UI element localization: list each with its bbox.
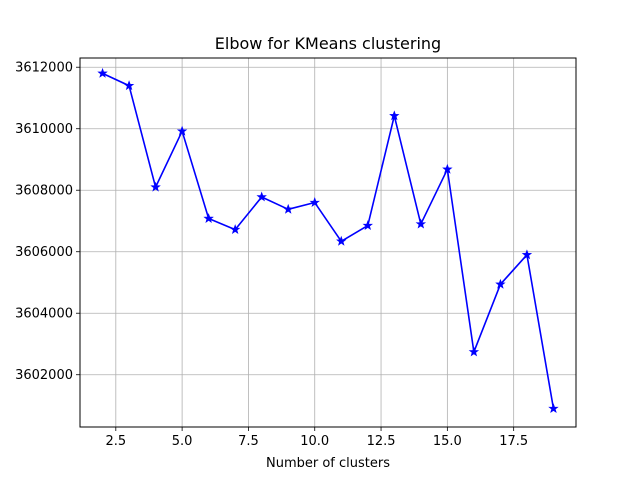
data-point-star	[229, 224, 241, 235]
x-tick-label: 10.0	[300, 434, 329, 449]
data-point-star	[521, 249, 533, 260]
x-tick-label: 15.0	[433, 434, 462, 449]
y-tick-label: 3602000	[15, 368, 73, 383]
y-tick-label: 3610000	[15, 122, 73, 137]
data-point-star	[336, 235, 347, 246]
data-point-star	[123, 80, 135, 91]
data-point-star	[309, 197, 320, 207]
y-tick-label: 3604000	[15, 307, 73, 322]
y-tick-label: 3606000	[15, 245, 73, 260]
data-point-star	[97, 67, 108, 78]
x-tick-label: 2.5	[105, 434, 126, 449]
x-tick-label: 5.0	[172, 434, 193, 449]
plot-frame	[79, 57, 577, 428]
grid	[80, 58, 576, 427]
y-axis-ticks: 3602000 3604000 3606000 3608000 3610000 36120…	[15, 61, 80, 383]
series-layer	[97, 67, 559, 413]
data-point-star	[203, 213, 214, 223]
series-line	[102, 72, 555, 409]
chart-title: Elbow for KMeans clustering	[215, 34, 441, 53]
x-axis-label: Number of clusters	[266, 456, 390, 471]
data-point-star	[468, 346, 480, 357]
data-point-star	[256, 191, 267, 202]
data-point-star	[495, 278, 506, 289]
x-tick-label: 7.5	[238, 434, 259, 449]
data-point-star	[415, 218, 427, 229]
data-point-star	[283, 203, 294, 214]
y-tick-label: 3608000	[15, 184, 73, 199]
x-tick-label: 12.5	[367, 434, 396, 449]
data-point-star	[150, 181, 161, 192]
data-point-star	[442, 163, 453, 174]
data-point-star	[548, 403, 559, 413]
x-tick-label: 17.5	[499, 434, 528, 449]
data-point-star	[176, 125, 188, 136]
data-point-star	[362, 220, 373, 231]
data-point-star	[389, 110, 400, 121]
x-axis-ticks: 2.5 5.0 7.5 10.0 12.5 15.0 17.5	[105, 427, 528, 449]
y-tick-label: 3612000	[15, 61, 73, 76]
